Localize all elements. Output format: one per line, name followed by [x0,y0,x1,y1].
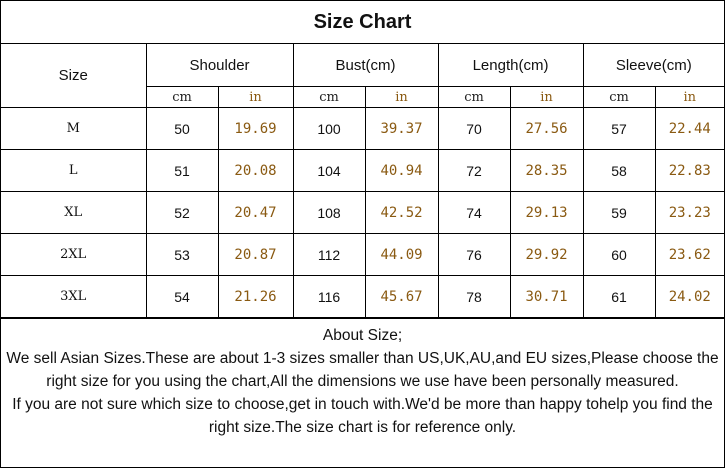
length-cm: 76 [437,233,511,276]
table-row: 3XL 54 21.26 116 45.67 78 30.71 61 24.02 [1,275,725,318]
header-size: Size [1,44,147,108]
sleeve-cm: 59 [582,191,656,234]
size-label: 2XL [1,233,147,276]
bust-in: 42.52 [364,191,439,234]
sleeve-in: 22.83 [654,149,725,192]
shoulder-cm: 51 [145,149,219,192]
header-sleeve: Sleeve(cm) [582,44,725,87]
page-title: Size Chart [1,1,724,44]
size-table: Size Shoulder Bust(cm) Length(cm) Sleeve… [1,44,725,318]
unit-cm: cm [292,86,366,108]
sleeve-in: 23.23 [654,191,725,234]
unit-in: in [217,86,294,108]
bust-in: 45.67 [364,275,439,318]
sleeve-cm: 57 [582,107,656,150]
sleeve-in: 24.02 [654,275,725,318]
unit-in: in [364,86,439,108]
bust-in: 40.94 [364,149,439,192]
header-bust: Bust(cm) [292,44,439,87]
header-length: Length(cm) [437,44,584,87]
size-label: L [1,149,147,192]
shoulder-in: 20.08 [217,149,294,192]
header-shoulder: Shoulder [145,44,294,87]
about-heading: About Size; [322,327,403,344]
bust-in: 39.37 [364,107,439,150]
sleeve-cm: 61 [582,275,656,318]
bust-in: 44.09 [364,233,439,276]
unit-in: in [509,86,584,108]
size-label: M [1,107,147,150]
length-cm: 72 [437,149,511,192]
shoulder-in: 19.69 [217,107,294,150]
header-row: Size Shoulder Bust(cm) Length(cm) Sleeve… [1,44,725,108]
bust-cm: 100 [292,107,366,150]
length-in: 27.56 [509,107,584,150]
about-paragraph: If you are not sure which size to choose… [12,396,713,436]
unit-cm: cm [582,86,656,108]
size-label: 3XL [1,275,147,318]
shoulder-cm: 54 [145,275,219,318]
bust-cm: 112 [292,233,366,276]
length-cm: 74 [437,191,511,234]
table-row: 2XL 53 20.87 112 44.09 76 29.92 60 23.62 [1,233,725,276]
length-in: 30.71 [509,275,584,318]
sleeve-in: 23.62 [654,233,725,276]
sleeve-in: 22.44 [654,107,725,150]
bust-cm: 116 [292,275,366,318]
table-row: L 51 20.08 104 40.94 72 28.35 58 22.83 [1,149,725,192]
size-label: XL [1,191,147,234]
bust-cm: 104 [292,149,366,192]
shoulder-in: 21.26 [217,275,294,318]
shoulder-cm: 50 [145,107,219,150]
shoulder-cm: 52 [145,191,219,234]
table-row: XL 52 20.47 108 42.52 74 29.13 59 23.23 [1,191,725,234]
unit-cm: cm [437,86,511,108]
length-in: 28.35 [509,149,584,192]
unit-cm: cm [146,86,219,108]
length-cm: 78 [437,275,511,318]
table-row: M 50 19.69 100 39.37 70 27.56 57 22.44 [1,107,725,150]
shoulder-in: 20.47 [217,191,294,234]
length-cm: 70 [437,107,511,150]
sleeve-cm: 58 [582,149,656,192]
bust-cm: 108 [292,191,366,234]
length-in: 29.92 [509,233,584,276]
about-size-section: About Size; We sell Asian Sizes.These ar… [1,318,724,439]
unit-in: in [654,86,725,108]
about-paragraph: We sell Asian Sizes.These are about 1-3 … [6,350,719,390]
shoulder-cm: 53 [145,233,219,276]
shoulder-in: 20.87 [217,233,294,276]
length-in: 29.13 [509,191,584,234]
sleeve-cm: 60 [582,233,656,276]
